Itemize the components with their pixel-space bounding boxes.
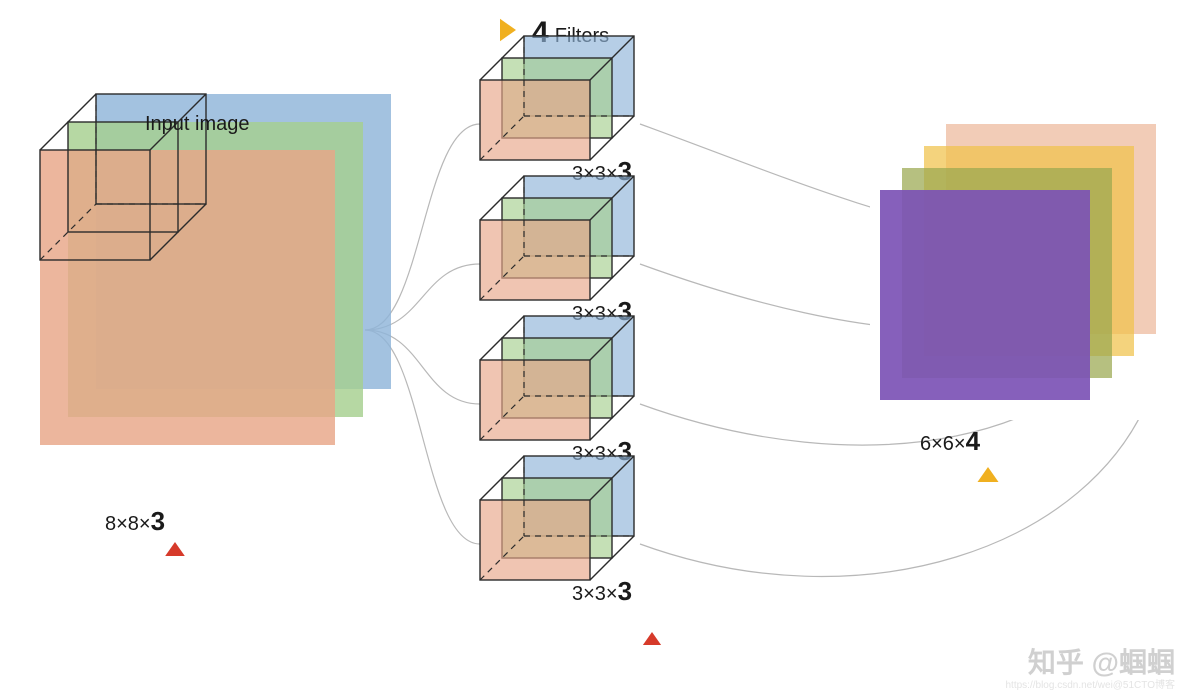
svg-text:8×8×3: 8×8×3: [105, 506, 165, 536]
input-image-label: Input image: [145, 113, 250, 135]
watermark-url: https://blog.csdn.net/wei@51CTO博客: [1006, 678, 1176, 690]
watermark: 知乎 @蝈蝈: [1028, 646, 1175, 678]
svg-text:6×6×4: 6×6×4: [920, 426, 981, 456]
